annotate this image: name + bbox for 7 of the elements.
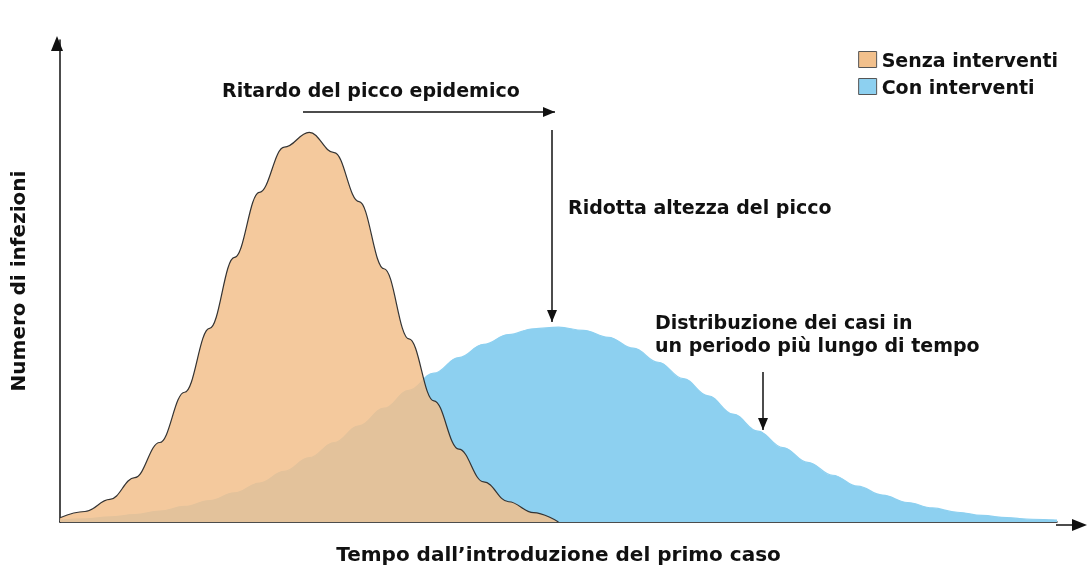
text: Ritardo del picco epidemico (222, 78, 520, 101)
legend-label: Con interventi (881, 75, 1035, 98)
y-axis-title: Numero di infezioni (6, 170, 30, 392)
annotation: Ridotta altezza del picco (568, 195, 832, 218)
legend-label: Senza interventi (881, 48, 1059, 71)
annotation: Distribuzione dei casi in un periodo più lungo di tempo (655, 310, 980, 356)
x-axis-title: Tempo dall’introduzione del primo caso (336, 542, 781, 566)
